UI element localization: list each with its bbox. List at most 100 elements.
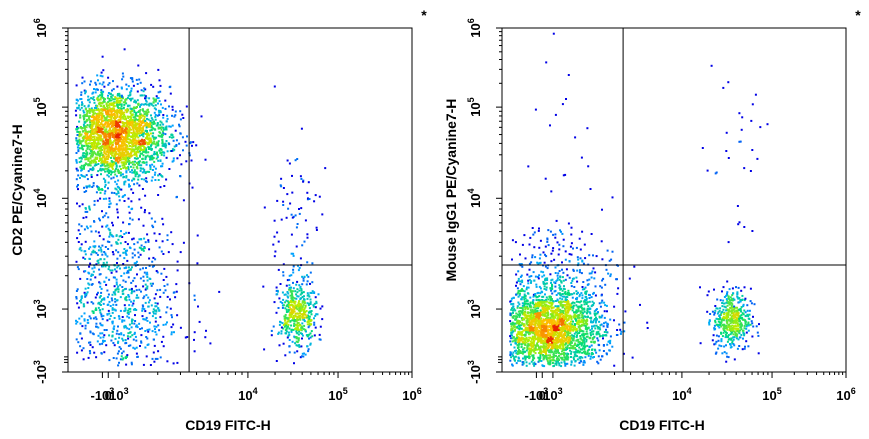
event-dot [129,335,132,338]
event-dot [152,136,155,139]
event-dot [95,104,97,107]
event-dot [298,212,301,215]
event-dot [95,144,98,147]
event-dot [550,307,553,310]
event-dot [96,185,99,188]
event-dot [175,139,178,142]
event-dot [91,150,93,153]
event-dot [90,273,93,276]
event-dot [534,275,537,278]
event-dot [161,133,164,136]
event-dot [553,320,556,323]
event-dot [80,157,83,160]
event-dot [147,132,150,135]
event-dot [113,325,116,328]
event-dot [160,272,163,275]
event-dot [308,198,311,200]
event-dot [80,337,83,340]
event-dot [285,330,288,333]
event-dot [116,133,119,136]
event-dot [156,289,159,292]
event-dot [281,306,284,309]
event-dot [144,283,147,286]
event-dot [300,313,303,316]
event-dot [79,140,82,143]
event-dot [292,252,295,255]
event-dot [108,169,111,172]
event-dot [294,314,297,317]
event-dot [143,87,146,90]
event-dot [82,347,85,350]
event-dot [146,143,149,146]
event-dot [119,109,122,112]
event-dot [155,239,158,242]
event-dot [105,276,108,279]
event-dot [298,330,301,333]
event-dot [88,135,91,138]
event-dot [161,144,164,147]
event-dot [127,276,130,279]
event-dot [147,134,150,137]
event-dot [119,347,122,350]
event-dot [601,314,604,317]
event-dot [107,181,110,184]
event-dot [124,298,127,301]
event-dot [80,106,83,109]
event-dot [306,236,309,239]
event-dot [125,83,128,86]
event-dot [90,230,93,233]
event-dot [162,116,165,119]
event-dot [80,315,83,318]
event-dot [297,324,300,327]
event-dot [130,281,133,284]
event-dot [115,234,118,237]
event-dot [308,307,311,310]
event-dot [305,315,308,318]
event-dot [133,262,136,265]
event-dot [85,126,88,129]
event-dot [109,142,112,144]
event-dot [125,146,128,149]
event-dot [108,197,111,200]
event-dot [523,337,526,340]
event-dot [104,190,107,193]
event-dot [118,144,120,147]
event-dot [111,307,114,310]
event-dot [162,126,165,129]
event-dot [560,312,563,315]
event-dot [112,276,115,279]
event-dot [118,121,121,124]
event-dot [134,126,137,129]
event-dot [139,268,142,271]
event-dot [126,129,129,132]
event-dot [134,320,137,322]
event-dot [142,132,145,135]
event-dot [114,138,117,141]
event-dot [101,225,104,228]
event-dot [91,132,94,135]
event-dot [137,127,140,130]
event-dot [583,334,586,337]
event-dot [572,327,575,330]
event-dot [158,173,161,176]
event-dot [140,114,143,117]
event-dot [160,103,162,106]
event-dot [123,175,126,178]
event-dot [102,265,104,268]
event-dot [136,157,139,160]
event-dot [135,112,138,115]
event-dot [176,157,179,160]
event-dot [101,128,104,130]
event-dot [131,218,134,221]
event-dot [542,304,545,307]
event-dot [131,145,134,148]
event-dot [536,326,539,329]
event-dot [510,303,513,306]
event-dot [145,122,148,124]
event-dot [108,206,111,208]
event-dot [321,213,324,216]
event-dot [117,288,120,291]
event-dot [592,330,595,333]
event-dot [128,115,131,118]
event-dot [113,285,116,288]
